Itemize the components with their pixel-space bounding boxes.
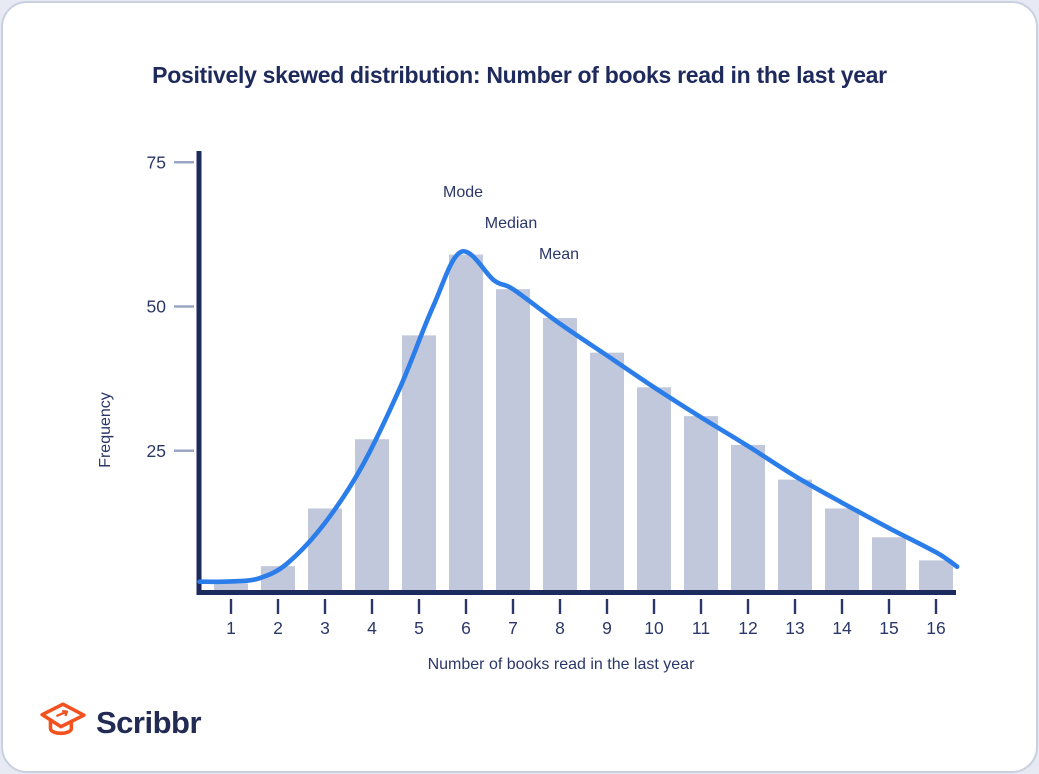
x-axis-title: Number of books read in the last year xyxy=(428,656,695,673)
label-mean: Mean xyxy=(539,246,579,263)
bar-1 xyxy=(214,583,248,595)
x-tick-label: 4 xyxy=(367,618,377,638)
x-tick-label: 7 xyxy=(508,618,518,638)
bar-14 xyxy=(825,508,859,595)
y-tick-label: 75 xyxy=(147,152,166,172)
scribbr-logo: Scribbr xyxy=(39,701,202,745)
x-tick-label: 8 xyxy=(555,618,565,638)
chart-title: Positively skewed distribution: Number o… xyxy=(152,62,887,88)
x-tick-label: 15 xyxy=(879,618,898,638)
brand-name: Scribbr xyxy=(96,705,202,740)
bar-8 xyxy=(543,318,577,595)
bar-10 xyxy=(637,387,671,595)
x-tick-label: 2 xyxy=(273,618,283,638)
x-tick-label: 3 xyxy=(320,618,330,638)
bar-5 xyxy=(402,335,436,595)
x-tick-label: 16 xyxy=(926,618,945,638)
bar-4 xyxy=(355,439,389,595)
graduation-cap-icon xyxy=(40,702,86,736)
bar-7 xyxy=(496,289,530,595)
x-tick-label: 10 xyxy=(644,618,664,638)
x-tick-label: 13 xyxy=(785,618,804,638)
distribution-curve xyxy=(197,249,960,585)
bar-9 xyxy=(590,352,624,595)
bar-16 xyxy=(919,560,953,595)
x-tick-label: 11 xyxy=(692,618,710,638)
y-axis-title: Frequency xyxy=(97,392,114,468)
bar-11 xyxy=(684,416,718,595)
cap-tassel-arrow xyxy=(56,709,69,717)
x-tick-label: 9 xyxy=(602,618,612,638)
x-tick-label: 6 xyxy=(461,618,471,638)
bar-6 xyxy=(449,254,483,595)
bar-12 xyxy=(731,444,765,595)
y-tick-label: 25 xyxy=(147,441,166,461)
label-median: Median xyxy=(485,215,537,232)
cap-base xyxy=(48,718,74,736)
x-tick-label: 1 xyxy=(226,618,236,638)
x-tick-label: 5 xyxy=(414,618,424,638)
x-tick-label: 14 xyxy=(832,618,852,638)
y-tick-label: 50 xyxy=(147,297,167,317)
label-mode: Mode xyxy=(443,184,483,201)
cap-board xyxy=(40,702,86,729)
bar-13 xyxy=(778,479,812,595)
x-tick-label: 12 xyxy=(738,618,757,638)
bar-15 xyxy=(872,537,906,595)
